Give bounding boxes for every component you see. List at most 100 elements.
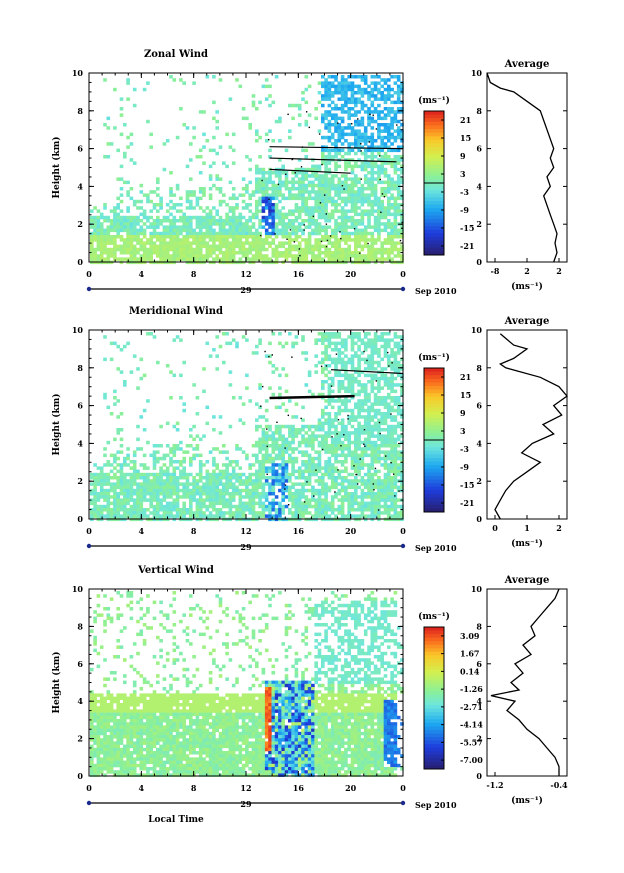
heatmap-cell bbox=[129, 247, 134, 252]
heatmap-cell bbox=[212, 235, 216, 239]
heatmap-cell bbox=[337, 190, 342, 194]
heatmap-cell bbox=[248, 180, 252, 185]
heatmap-cell bbox=[357, 485, 361, 490]
heatmap-cell bbox=[198, 110, 203, 114]
heatmap-cell bbox=[377, 238, 381, 242]
heatmap-cell bbox=[228, 383, 233, 387]
heatmap-cell bbox=[314, 257, 318, 261]
heatmap-cell bbox=[377, 380, 381, 384]
heatmap-cell bbox=[347, 431, 351, 435]
heatmap-cell bbox=[291, 501, 295, 506]
heatmap-cell bbox=[347, 399, 351, 403]
heatmap-cell bbox=[222, 222, 226, 226]
heatmap-cell bbox=[357, 460, 361, 464]
heatmap-cell bbox=[301, 469, 305, 474]
heatmap-cell bbox=[357, 241, 361, 245]
heatmap-cell bbox=[271, 190, 276, 194]
heatmap-cell bbox=[212, 485, 216, 490]
heatmap-cell bbox=[192, 424, 196, 429]
heatmap-cell bbox=[297, 472, 302, 477]
heatmap-cell bbox=[142, 514, 147, 518]
heatmap-cell bbox=[146, 498, 150, 502]
heatmap-cell bbox=[99, 469, 104, 474]
heatmap-cell bbox=[228, 145, 233, 149]
heatmap-cell bbox=[354, 151, 358, 156]
heatmap-cell bbox=[354, 113, 358, 117]
heatmap-cell bbox=[271, 215, 276, 220]
heatmap-cell bbox=[334, 116, 338, 121]
heatmap-cell bbox=[258, 463, 262, 467]
heatmap-cell bbox=[367, 161, 371, 165]
heatmap-cell bbox=[330, 383, 335, 387]
heatmap-cell bbox=[297, 482, 302, 486]
contour-dot bbox=[303, 229, 305, 231]
heatmap-cell bbox=[367, 231, 371, 236]
heatmap-cell bbox=[172, 225, 177, 229]
heatmap-cell bbox=[119, 215, 124, 220]
heatmap-cell bbox=[321, 174, 325, 178]
heatmap-cell bbox=[281, 472, 285, 477]
heatmap-cell bbox=[264, 456, 269, 461]
heatmap-cell bbox=[156, 177, 160, 181]
heatmap-cell bbox=[106, 225, 111, 229]
heatmap-cell bbox=[284, 424, 289, 429]
heatmap-cell bbox=[373, 241, 378, 245]
heatmap-cell bbox=[261, 209, 266, 213]
heatmap-cell bbox=[142, 485, 147, 490]
heatmap-cell bbox=[222, 228, 226, 233]
heatmap-cell bbox=[330, 495, 335, 499]
heatmap-cell bbox=[344, 485, 348, 490]
heatmap-cell bbox=[225, 203, 229, 207]
heatmap-cell bbox=[271, 238, 276, 242]
heatmap-cell bbox=[251, 215, 256, 220]
heatmap-cell bbox=[116, 456, 120, 461]
heatmap-cell bbox=[261, 456, 266, 461]
heatmap-cell bbox=[354, 196, 358, 201]
heatmap-cell bbox=[373, 228, 378, 233]
heatmap-cell bbox=[159, 254, 163, 258]
heatmap-cell bbox=[347, 84, 351, 89]
heatmap-cell bbox=[387, 187, 391, 191]
heatmap-cell bbox=[334, 437, 338, 442]
heatmap-cell bbox=[274, 193, 279, 197]
heatmap-cell bbox=[222, 492, 226, 496]
heatmap-cell bbox=[198, 472, 203, 477]
heatmap-cell bbox=[212, 161, 216, 165]
heatmap-cell bbox=[258, 482, 262, 486]
heatmap-cell bbox=[387, 405, 391, 410]
heatmap-cell bbox=[159, 504, 163, 509]
heatmap-cell bbox=[198, 437, 203, 442]
heatmap-cell bbox=[222, 495, 226, 499]
heatmap-cell bbox=[334, 126, 338, 130]
heatmap-cell bbox=[129, 482, 134, 486]
heatmap-cell bbox=[264, 241, 269, 245]
heatmap-cell bbox=[314, 514, 318, 518]
heatmap-cell bbox=[149, 504, 153, 509]
heatmap-cell bbox=[215, 119, 219, 124]
heatmap-cell bbox=[347, 151, 351, 156]
heatmap-cell bbox=[175, 476, 180, 480]
heatmap-cell bbox=[387, 177, 391, 181]
heatmap-cell bbox=[195, 447, 200, 451]
heatmap-cell bbox=[373, 215, 378, 220]
heatmap-cell bbox=[347, 418, 351, 422]
heatmap-cell bbox=[225, 231, 229, 236]
heatmap-cell bbox=[152, 485, 157, 490]
heatmap-cell bbox=[337, 476, 342, 480]
heatmap-cell bbox=[142, 472, 147, 477]
heatmap-cell bbox=[383, 399, 388, 403]
heatmap-cell bbox=[301, 231, 305, 236]
heatmap-cell bbox=[347, 196, 351, 201]
heatmap-cell bbox=[231, 222, 236, 226]
heatmap-cell bbox=[146, 254, 150, 258]
heatmap-cell bbox=[377, 75, 381, 79]
heatmap-cell bbox=[311, 228, 315, 233]
heatmap-cell bbox=[281, 469, 285, 474]
heatmap-cell bbox=[294, 402, 299, 406]
heatmap-cell bbox=[337, 447, 342, 451]
heatmap-cell bbox=[314, 469, 318, 474]
heatmap-cell bbox=[334, 360, 338, 365]
profile-x-tick-label: 2 bbox=[556, 266, 562, 276]
heatmap-cell bbox=[367, 405, 371, 410]
heatmap-cell bbox=[261, 460, 266, 464]
